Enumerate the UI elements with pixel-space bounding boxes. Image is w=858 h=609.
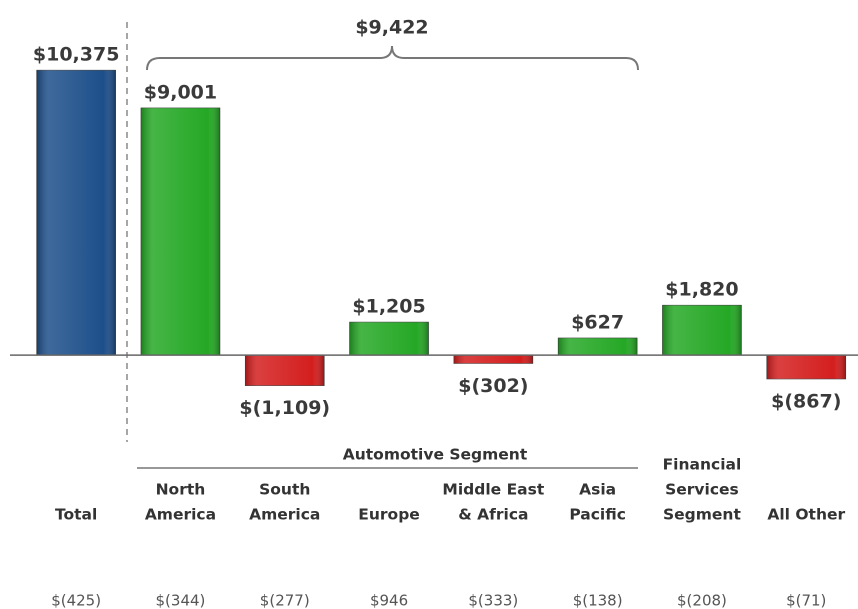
x-tick-label: Total bbox=[55, 506, 97, 524]
x-tick-label: Financial bbox=[663, 456, 742, 474]
footer-label: $(425) bbox=[51, 592, 101, 609]
bar-shade bbox=[36, 70, 116, 356]
value-label: $(302) bbox=[458, 375, 528, 397]
value-label: $627 bbox=[571, 311, 624, 333]
value-label: $9,001 bbox=[144, 81, 217, 103]
group-label: Automotive Segment bbox=[343, 446, 528, 464]
x-tick-label: & Africa bbox=[458, 506, 528, 524]
bar-shade bbox=[766, 355, 846, 380]
x-tick-label: Services bbox=[665, 481, 739, 499]
footer-label: $(208) bbox=[677, 592, 727, 609]
x-tick-label: Pacific bbox=[569, 506, 626, 524]
x-tick-label: Asia bbox=[579, 481, 616, 499]
bar-shade bbox=[453, 355, 533, 364]
value-label: $(1,109) bbox=[239, 397, 330, 419]
bracket bbox=[146, 45, 639, 71]
footer-label: $(71) bbox=[786, 592, 826, 609]
x-tick-label: Segment bbox=[663, 506, 741, 524]
x-tick-label: All Other bbox=[767, 506, 845, 524]
footer-label: $946 bbox=[370, 592, 408, 609]
x-tick-label: South bbox=[259, 481, 310, 499]
x-tick-label: America bbox=[145, 506, 216, 524]
x-tick-label: North bbox=[156, 481, 206, 499]
x-tick-label: Middle East bbox=[442, 481, 544, 499]
footer-label: $(277) bbox=[260, 592, 310, 609]
footer-label: $(344) bbox=[156, 592, 206, 609]
bar-shade bbox=[140, 107, 220, 356]
bar-shade bbox=[662, 305, 742, 356]
bracket-label: $9,422 bbox=[355, 17, 428, 39]
bar-shade bbox=[349, 322, 429, 356]
footer-label: $(333) bbox=[468, 592, 518, 609]
bar-shade bbox=[558, 337, 638, 356]
value-label: $(867) bbox=[771, 391, 841, 413]
value-label: $1,205 bbox=[352, 296, 425, 318]
value-label: $1,820 bbox=[665, 279, 738, 301]
bar-shade bbox=[245, 355, 325, 386]
value-label: $10,375 bbox=[33, 44, 120, 66]
footer-label: $(138) bbox=[573, 592, 623, 609]
x-tick-label: Europe bbox=[358, 506, 420, 524]
x-tick-label: America bbox=[249, 506, 320, 524]
